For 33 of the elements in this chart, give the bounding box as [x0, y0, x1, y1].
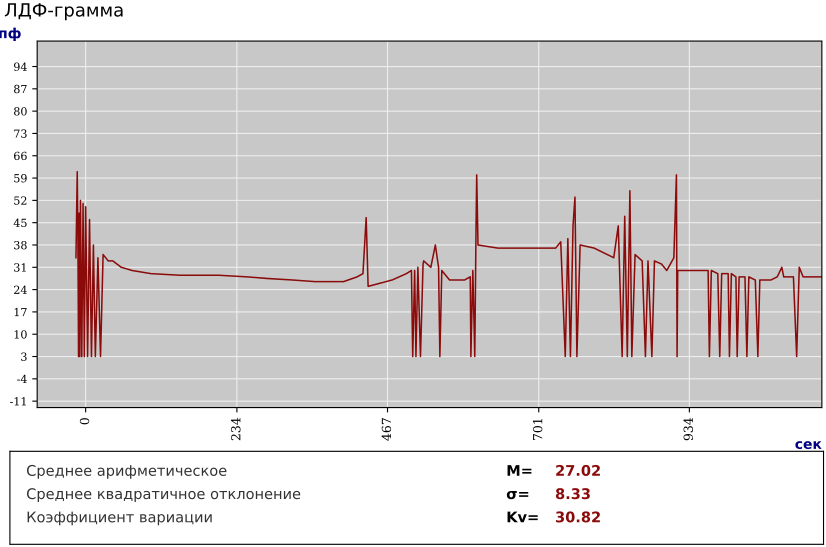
y-tick-label: 24	[14, 286, 27, 294]
x-tick-label: 701	[532, 419, 542, 440]
text: Коэффициент вариации	[28, 512, 212, 526]
y-tick-label: 66	[14, 152, 27, 160]
y-tick-label: 80	[14, 107, 27, 116]
x-tick-label: 0	[80, 418, 90, 424]
text: 30.82	[556, 511, 600, 522]
y-tick-label: 45	[14, 218, 27, 228]
y-tick-label: 87	[14, 84, 27, 94]
text: M=	[508, 465, 532, 476]
y-tick-label: 52	[14, 196, 26, 205]
y-tick-label: 3	[21, 352, 27, 361]
chart-title: ЛДФ-грамма	[4, 3, 123, 20]
y-tick-label: -11	[10, 397, 26, 406]
x-tick-label: 934	[684, 418, 693, 440]
text: Среднее квадратичное отклонение	[27, 488, 300, 502]
x-tick-label: 234	[231, 418, 241, 440]
y-tick-label: 73	[14, 129, 27, 138]
y-tick-label: 38	[14, 240, 27, 250]
text: 27.02	[556, 464, 600, 476]
y-tick-label: 94	[14, 62, 27, 71]
y-tick-label: -4	[17, 374, 27, 384]
y-tick-label: 17	[14, 308, 27, 316]
text: Среднее арифметическое	[27, 464, 226, 479]
y-tick-label: 59	[14, 174, 27, 182]
y-tick-label: 31	[14, 263, 26, 272]
y-tick-label: 10	[14, 330, 27, 339]
text: σ=	[506, 491, 528, 500]
text: 8.33	[556, 488, 590, 500]
line-series	[75, 170, 822, 358]
text: Kv=	[508, 512, 538, 522]
x-tick-label: 467	[382, 418, 392, 441]
x-axis-title: сек	[795, 441, 822, 450]
